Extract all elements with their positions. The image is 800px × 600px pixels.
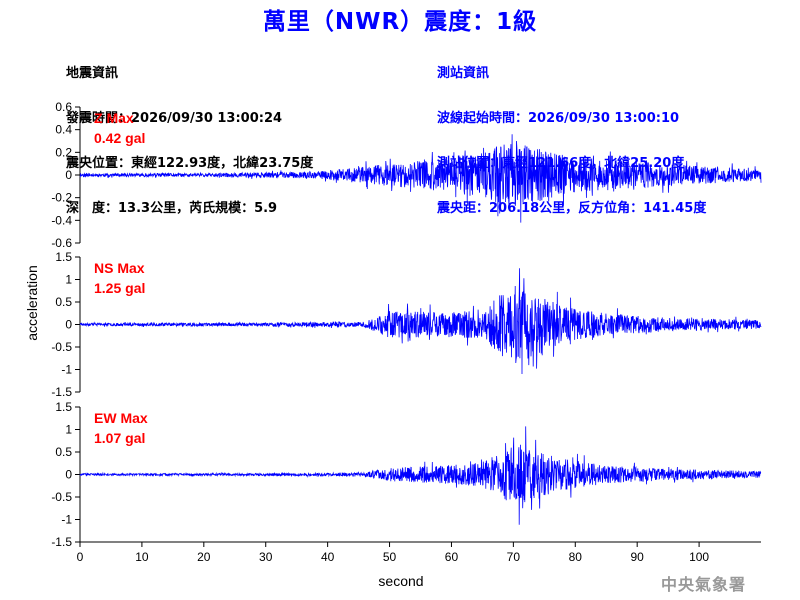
chart-title: 萬里（NWR）震度：1級 [262,9,538,35]
depth-magnitude: 深 度：13.3公里，芮氏規模：5.9 [66,201,278,216]
x-tick-label: 80 [569,550,583,564]
trace-ns [79,268,762,375]
y-tick-label: -1.5 [51,535,72,549]
x-tick-label: 10 [135,550,149,564]
max-value-z: 0.42 gal [94,130,145,146]
x-tick-label: 90 [631,550,645,564]
wave-start-time: 波線起始時間：2026/09/30 13:00:10 [437,111,680,126]
y-tick-label: -0.2 [51,191,72,205]
y-tick-label: 1 [65,423,72,437]
y-tick-label: 0 [65,168,72,182]
panel-ew: 1.5 1 0.5 0 -0.5 -1 -1.5 EW Max 1.07 gal [51,400,762,549]
y-tick-label: -1.5 [51,385,72,399]
panel-ns: 1.5 1 0.5 0 -0.5 -1 -1.5 NS Max 1.25 gal [51,250,762,399]
y-tick-label: 0.2 [55,145,72,159]
x-tick-label: 40 [321,550,335,564]
y-tick-label: 1.5 [55,400,72,414]
max-label-z: Z Max [94,110,134,126]
x-tick-label: 50 [383,550,397,564]
max-label-ew: EW Max [94,410,148,426]
epicentral-distance: 震央距：206.18公里，反方位角：141.45度 [437,201,707,216]
earthquake-info-heading: 地震資訊 [66,66,119,81]
x-tick-label: 70 [507,550,521,564]
y-tick-label: -0.5 [51,490,72,504]
y-axis-label: acceleration [24,265,40,341]
trace-ew [79,426,762,525]
x-tick-label: 60 [445,550,459,564]
y-tick-label: 0 [65,318,72,332]
y-tick-label: -1 [61,513,72,527]
y-tick-label: 1.5 [55,250,72,264]
max-label-ns: NS Max [94,260,145,276]
y-tick-label: -0.6 [51,236,72,250]
y-tick-label: 0.5 [55,295,72,309]
y-tick-label: -0.4 [51,213,72,227]
y-tick-label: 1 [65,273,72,287]
x-axis-label: second [378,573,423,589]
max-value-ew: 1.07 gal [94,430,145,446]
epicenter: 震央位置：東經122.93度，北緯23.75度 [66,156,314,171]
max-value-ns: 1.25 gal [94,280,145,296]
y-tick-label: 0.4 [55,123,72,137]
origin-time: 發震時間：2026/09/30 13:00:24 [66,111,283,126]
panel-z: 0.6 0.4 0.2 0 -0.2 -0.4 -0.6 Z Max 0.42 gal [51,100,762,250]
y-tick-label: -1 [61,363,72,377]
x-tick-label: 20 [197,550,211,564]
x-tick-label: 100 [689,550,709,564]
x-tick-label: 30 [259,550,273,564]
trace-z [79,134,762,223]
y-tick-label: 0 [65,468,72,482]
x-tick-label: 0 [77,550,84,564]
y-tick-label: 0.5 [55,445,72,459]
agency-name: 中央氣象署 [660,575,746,594]
station-info-heading: 測站資訊 [437,66,490,81]
y-tick-label: -0.5 [51,340,72,354]
earthquake-info: 地震資訊 發震時間：2026/09/30 13:00:24 震央位置：東經122… [66,36,313,231]
y-tick-label: 0.6 [55,100,72,114]
